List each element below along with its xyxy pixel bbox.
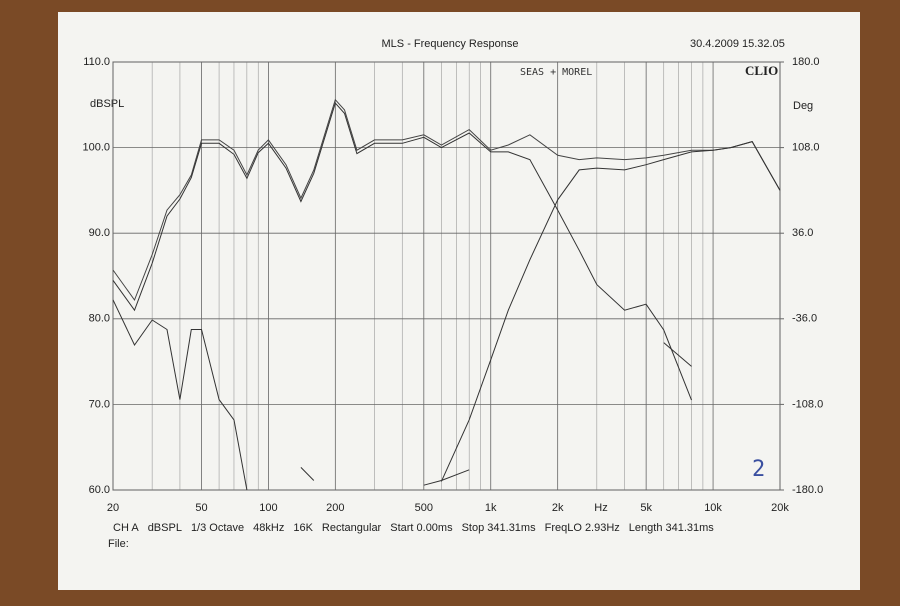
info-item: 16K bbox=[293, 522, 313, 534]
info-item: FreqLO 2.93Hz bbox=[545, 522, 620, 534]
info-item: Rectangular bbox=[322, 522, 382, 534]
info-item: 48kHz bbox=[253, 522, 284, 534]
y2-tick-label: 108.0 bbox=[792, 142, 820, 154]
series-line bbox=[112, 299, 692, 491]
y-tick-label: 60.0 bbox=[89, 484, 110, 496]
y-tick-label: 80.0 bbox=[89, 313, 110, 325]
chart-title: MLS - Frequency Response bbox=[382, 38, 519, 50]
series-line bbox=[440, 141, 781, 482]
x-tick-label: 2k bbox=[552, 502, 564, 514]
y-tick-label: 70.0 bbox=[89, 398, 110, 410]
x-tick-label: 10k bbox=[704, 502, 722, 514]
timestamp: 30.4.2009 15.32.05 bbox=[690, 38, 785, 50]
info-item: Length 341.31ms bbox=[629, 522, 715, 534]
brand: CLIO bbox=[745, 63, 778, 78]
x-tick-label: 50 bbox=[195, 502, 207, 514]
x-tick-label: 500 bbox=[415, 502, 433, 514]
paper bbox=[58, 12, 860, 590]
series-line bbox=[112, 102, 692, 401]
y2-axis-label: Deg bbox=[793, 100, 813, 112]
y-tick-label: 90.0 bbox=[89, 227, 110, 239]
y2-tick-label: 180.0 bbox=[792, 56, 820, 68]
y-tick-label: 110.0 bbox=[83, 56, 110, 68]
handwritten-number: 2 bbox=[752, 457, 765, 482]
info-item: 1/3 Octave bbox=[191, 522, 244, 534]
handwritten-note: SEAS + MOREL bbox=[520, 67, 592, 78]
info-item: CH A bbox=[113, 522, 139, 534]
y2-tick-label: -180.0 bbox=[792, 484, 823, 496]
x-tick-label: 5k bbox=[640, 502, 652, 514]
x-tick-label: 100 bbox=[259, 502, 277, 514]
file-label: File: bbox=[108, 538, 129, 550]
info-item: dBSPL bbox=[148, 522, 182, 534]
y2-tick-label: -36.0 bbox=[792, 313, 817, 325]
y2-tick-label: 36.0 bbox=[792, 227, 813, 239]
x-tick-label: 20 bbox=[107, 502, 119, 514]
x-tick-label: 1k bbox=[485, 502, 497, 514]
info-item: Stop 341.31ms bbox=[462, 522, 536, 534]
x-tick-label: 20k bbox=[771, 502, 789, 514]
y-axis-label: dBSPL bbox=[90, 98, 124, 110]
series-line bbox=[112, 98, 781, 302]
y-tick-label: 100.0 bbox=[82, 142, 110, 154]
info-item: Start 0.00ms bbox=[390, 522, 453, 534]
x-unit: Hz bbox=[594, 502, 607, 514]
y2-tick-label: -108.0 bbox=[792, 398, 823, 410]
x-tick-label: 200 bbox=[326, 502, 344, 514]
